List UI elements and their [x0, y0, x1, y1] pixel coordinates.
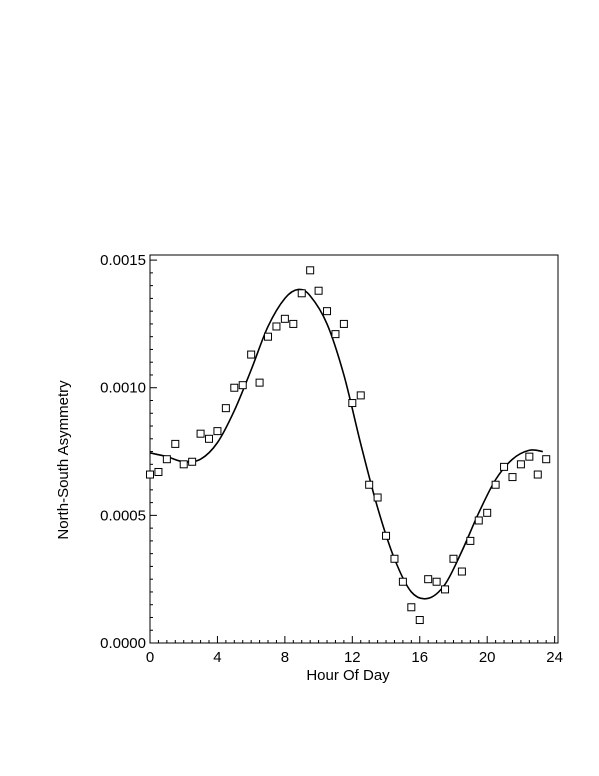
data-point [390, 554, 399, 563]
data-point [449, 554, 458, 563]
x-tick-label: 0 [146, 649, 154, 666]
data-point [398, 577, 407, 586]
data-point [221, 404, 230, 413]
data-point [171, 439, 180, 448]
data-point [280, 314, 289, 323]
x-tick-label: 24 [546, 649, 563, 666]
data-point [289, 319, 298, 328]
data-point [331, 330, 340, 339]
data-point [205, 434, 214, 443]
data-point [441, 585, 450, 594]
fit-curve-line [149, 288, 543, 600]
data-point [474, 516, 483, 525]
plot-frame [149, 254, 559, 644]
data-point [179, 460, 188, 469]
data-point [508, 473, 517, 482]
data-point [373, 493, 382, 502]
data-point [213, 427, 222, 436]
x-axis-title: Hour Of Day [306, 667, 390, 684]
data-point [154, 467, 163, 476]
data-point [272, 322, 281, 331]
data-point [466, 536, 475, 545]
data-point [230, 383, 239, 392]
data-point [196, 429, 205, 438]
data-point [415, 616, 424, 625]
data-point [188, 457, 197, 466]
data-point [146, 470, 154, 479]
data-point [297, 289, 306, 298]
x-tick-labels: 0 4 8 12 16 20 24 [146, 649, 563, 666]
fit-curve [149, 288, 543, 600]
y-tick-labels: 0.0000 0.0005 0.0010 0.0015 [100, 252, 146, 652]
y-tick-label: 0.0010 [100, 380, 146, 397]
data-point [323, 307, 332, 316]
axis-ticks [149, 259, 556, 644]
data-point [365, 480, 374, 489]
data-point [533, 470, 542, 479]
data-point [382, 531, 391, 540]
data-point [314, 286, 323, 295]
data-point [525, 452, 534, 461]
data-point [348, 399, 357, 408]
data-point [424, 575, 433, 584]
x-tick-label: 8 [281, 649, 289, 666]
y-tick-label: 0.0015 [100, 252, 146, 269]
data-point [483, 508, 492, 517]
data-point [264, 332, 273, 341]
data-point [255, 378, 264, 387]
y-tick-label: 0.0000 [100, 635, 146, 652]
y-axis-title: North-South Asymmetry [55, 380, 72, 540]
data-point [457, 567, 466, 576]
data-point [238, 381, 247, 390]
data-point [339, 319, 348, 328]
data-point [432, 577, 441, 586]
x-tick-label: 12 [344, 649, 361, 666]
data-point [356, 391, 365, 400]
x-tick-label: 16 [411, 649, 428, 666]
data-point [500, 462, 509, 471]
data-point [247, 350, 256, 359]
plot-border [149, 254, 559, 644]
data-point [162, 455, 171, 464]
x-tick-label: 4 [213, 649, 221, 666]
data-point [516, 460, 525, 469]
data-point [407, 603, 416, 612]
data-point [491, 480, 500, 489]
data-point [542, 455, 551, 464]
y-tick-label: 0.0005 [100, 507, 146, 524]
x-tick-label: 20 [479, 649, 496, 666]
data-point [306, 266, 315, 275]
data-points [146, 266, 551, 625]
